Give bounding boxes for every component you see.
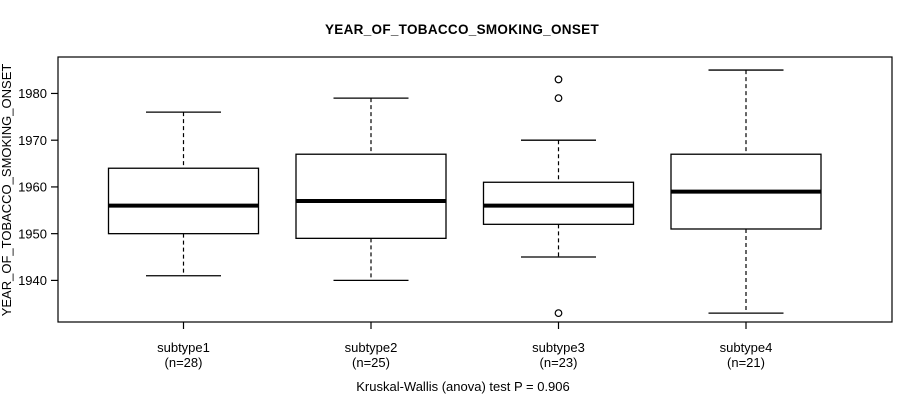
y-tick-label: 1970: [18, 133, 47, 148]
iqr-box: [107, 167, 260, 235]
x-label-group-n: (n=25): [352, 355, 390, 370]
y-axis-title: YEAR_OF_TOBACCO_SMOKING_ONSET: [0, 64, 14, 317]
x-label-group-n: (n=28): [165, 355, 203, 370]
x-label-group-n: (n=23): [540, 355, 578, 370]
plot-content: 1940 1950 1960 1970 1980 subtype1(n=28) subtyp…: [18, 69, 822, 370]
stat-test-caption: Kruskal-Wallis (anova) test P = 0.906: [356, 379, 570, 394]
x-label-group-name: subtype3: [532, 340, 585, 355]
y-tick-label: 1950: [18, 226, 47, 241]
y-tick-label: 1940: [18, 273, 47, 288]
outlier-point: [554, 309, 563, 318]
x-label-group-name: subtype2: [345, 340, 398, 355]
x-label-group-n: (n=21): [727, 355, 765, 370]
chart-title: YEAR_OF_TOBACCO_SMOKING_ONSET: [325, 22, 599, 37]
plot-border: [57, 56, 893, 323]
x-label-group-name: subtype4: [720, 340, 773, 355]
outlier-point: [554, 94, 563, 103]
y-tick-label: 1980: [18, 86, 47, 101]
iqr-box: [482, 181, 635, 225]
y-tick-label: 1960: [18, 180, 47, 195]
iqr-box: [295, 153, 447, 239]
outlier-point: [554, 75, 563, 84]
x-label-group-name: subtype1: [157, 340, 210, 355]
